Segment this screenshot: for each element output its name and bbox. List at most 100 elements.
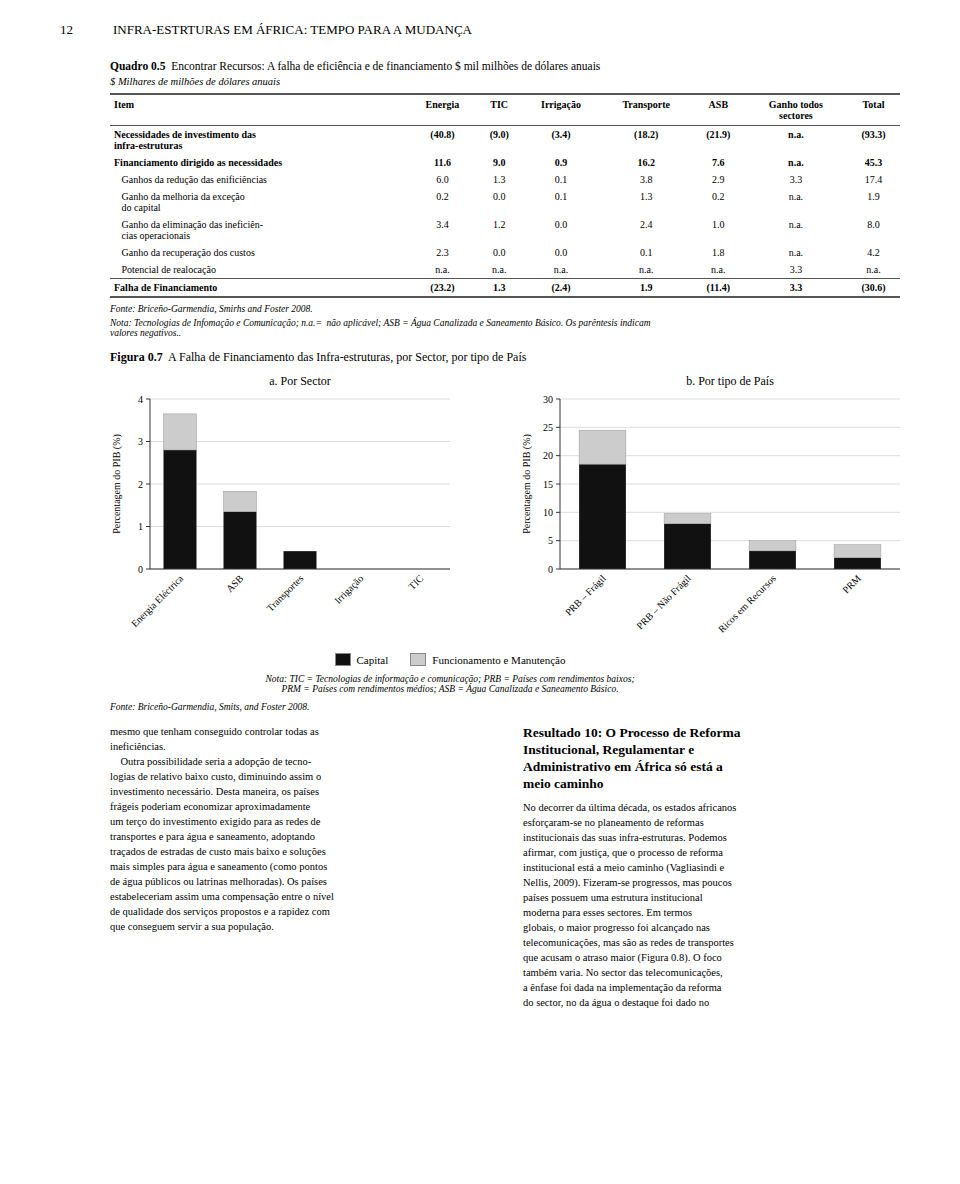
category-label: ASB (224, 572, 246, 594)
table-cell: n.a. (745, 216, 847, 244)
page-header: 12INFRA-ESTRTURAS EM ÁFRICA: TEMPO PARA … (60, 22, 900, 38)
category-label: Energia Eléctrica (129, 572, 186, 629)
table-cell: (9.0) (477, 126, 522, 155)
table-cell: 1.0 (692, 216, 745, 244)
legend-label: Capital (357, 654, 389, 666)
body-paragraph: No decorrer da última década, os estados… (523, 800, 900, 1010)
tick-mark (556, 569, 560, 570)
table-cell: n.a. (745, 188, 847, 216)
tick-label: 15 (543, 479, 553, 490)
section-title: Resultado 10: O Processo de Reforma Inst… (523, 724, 900, 792)
tick-label: 0 (548, 564, 553, 575)
table-cell: 3.3 (745, 279, 847, 298)
row-label: Ganho da eliminação das ineficiên- cias … (110, 216, 408, 244)
tick-mark (556, 399, 560, 400)
table-cell: (23.2) (408, 279, 477, 298)
grid-line (150, 569, 450, 570)
category-label: PRM (840, 573, 863, 596)
row-label: Ganho da melhoria da exceção do capital (110, 188, 408, 216)
table-cell: 3.4 (408, 216, 477, 244)
table-row: Ganhos da redução das enificiências6.01.… (110, 171, 900, 188)
category-label: Transportes (265, 573, 306, 614)
chart: a. Por Sector01234Percentagem do PIB (%)… (111, 374, 450, 629)
table-note: Nota: Tecnologias de Infomação e Comunic… (110, 318, 900, 338)
table-cell: 1.2 (477, 216, 522, 244)
grid-line (560, 399, 900, 400)
tick-mark (146, 484, 150, 485)
table-cell: 9.0 (477, 154, 522, 171)
data-table: ItemEnergiaTICIrrigaçãoTransporteASBGanh… (110, 93, 900, 298)
page: 12INFRA-ESTRTURAS EM ÁFRICA: TEMPO PARA … (0, 0, 960, 1010)
table-row: Necessidades de investimento das infra-e… (110, 126, 900, 155)
row-label: Ganhos da redução das enificiências (110, 171, 408, 188)
table-cell: n.a. (477, 261, 522, 279)
table-title: Quadro 0.5 Encontrar Recursos: A falha d… (110, 60, 900, 72)
body-paragraph: Outra possibilidade seria a adopção de t… (110, 754, 487, 934)
bars (579, 430, 881, 569)
tick-mark (556, 455, 560, 456)
tick-label: 10 (543, 507, 553, 518)
table-cell: 2.9 (692, 171, 745, 188)
body-line: mesmo que tenham conseguido controlar to… (110, 724, 487, 739)
tick-label: 25 (543, 422, 553, 433)
column-header: Irrigação (522, 94, 601, 126)
table-cell: n.a. (745, 244, 847, 261)
bar (579, 430, 626, 464)
table-cell: 0.0 (522, 216, 601, 244)
tick-mark (146, 399, 150, 400)
table-cell: 0.0 (477, 244, 522, 261)
table-cell: 2.3 (408, 244, 477, 261)
category-label: TIC (406, 572, 425, 591)
figure-title-rest: A Falha de Financiamento das Infra-estru… (163, 350, 527, 364)
bar (749, 541, 796, 551)
table-cell: 0.2 (692, 188, 745, 216)
figure-source: Fonte: Briceño-Garmendia, Smits, and Fos… (110, 702, 900, 712)
bars (164, 414, 317, 569)
table-cell: 7.6 (692, 154, 745, 171)
bar (834, 558, 881, 569)
legend: Capital Funcionamento e Manutenção (0, 653, 900, 666)
body-line: ineficiências. (110, 739, 487, 754)
row-label: Necessidades de investimento das infra-e… (110, 126, 408, 155)
legend-label: Funcionamento e Manutenção (432, 654, 565, 666)
body-text: mesmo que tenham conseguido controlar to… (110, 724, 900, 1010)
figure-title-bold: Figura 0.7 (110, 350, 163, 364)
tick-mark (146, 441, 150, 442)
table-cell: 0.1 (522, 171, 601, 188)
column-header: Ganho todos sectores (745, 94, 847, 126)
column-header: Energia (408, 94, 477, 126)
bar (834, 545, 881, 558)
category-label: PRB – Frágil (563, 572, 608, 617)
tick-mark (556, 484, 560, 485)
table-cell: 0.1 (522, 188, 601, 216)
tick-mark (556, 427, 560, 428)
table-cell: (93.3) (847, 126, 900, 155)
table-cell: (40.8) (408, 126, 477, 155)
bar (224, 491, 257, 511)
table-cell: 1.3 (477, 279, 522, 298)
table-head: ItemEnergiaTICIrrigaçãoTransporteASBGanh… (110, 94, 900, 126)
tick-label: 0 (138, 564, 143, 575)
table-cell: 3.8 (600, 171, 691, 188)
bar (224, 512, 257, 569)
table-subtitle: $ Milhares de milhões de dólares anuais (110, 76, 900, 87)
y-axis (560, 399, 561, 569)
row-label: Falha de Financiamento (110, 279, 408, 298)
figure-title: Figura 0.7 A Falha de Financiamento das … (110, 350, 900, 365)
tick-label: 1 (138, 521, 143, 532)
table-row: Financiamento dirigido as necessidades11… (110, 154, 900, 171)
table-cell: (21.9) (692, 126, 745, 155)
legend-swatch (410, 653, 426, 666)
category-label: Irrigação (332, 573, 365, 606)
bar (284, 551, 317, 552)
tick-label: 3 (138, 436, 143, 447)
axis-label: Percentagem do PIB (%) (111, 434, 123, 534)
figure-note: PRM = Países com rendimentos médios; ASB… (0, 684, 900, 694)
table-cell: 45.3 (847, 154, 900, 171)
bar (164, 450, 197, 569)
bar (664, 513, 711, 523)
table-row: Potencial de realocaçãon.a.n.a.n.a.n.a.n… (110, 261, 900, 279)
column-header: ASB (692, 94, 745, 126)
table-cell: (30.6) (847, 279, 900, 298)
row-label: Potencial de realocação (110, 261, 408, 279)
